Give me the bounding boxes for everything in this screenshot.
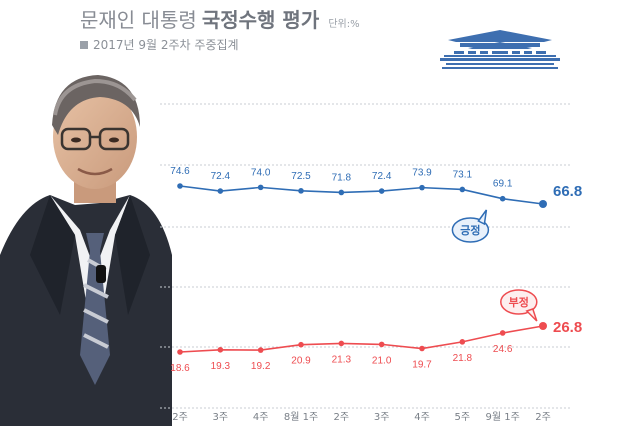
positive-label-8: 69.1 — [493, 179, 513, 190]
positive-point-8 — [499, 195, 506, 202]
title-light: 문재인 대통령 — [80, 8, 197, 32]
negative-label-3: 20.9 — [291, 356, 311, 367]
negative-point-8 — [499, 330, 506, 336]
page-title: 문재인 대통령 국정수행 평가 단위:% — [80, 4, 360, 33]
negative-point-4 — [338, 340, 345, 347]
x-tick-label-1: 3주 — [213, 412, 229, 423]
x-tick-label-7: 5주 — [455, 412, 471, 423]
positive-label-0: 74.6 — [170, 166, 190, 177]
positive-point-5 — [378, 188, 385, 194]
positive-label-4: 71.8 — [332, 172, 352, 183]
negative-point-5 — [378, 341, 385, 348]
positive-label-2: 74.0 — [251, 167, 271, 178]
x-tick-label-4: 2주 — [334, 412, 350, 423]
positive-line — [179, 185, 544, 205]
blue-house-icon — [440, 30, 560, 69]
negative-label-9: 26.8 — [553, 319, 582, 336]
unit-label: 단위:% — [328, 19, 360, 30]
x-tick-label-2: 4주 — [253, 412, 269, 423]
title-area: 문재인 대통령 국정수행 평가 단위:% — [80, 4, 360, 33]
positive-label-7: 73.1 — [453, 169, 473, 180]
negative-point-7 — [459, 339, 466, 345]
positive-label-1: 72.4 — [211, 171, 231, 182]
negative-point-1 — [217, 346, 224, 353]
positive-callout-label: 긍정 — [460, 223, 480, 237]
x-tick-label-5: 3주 — [374, 412, 390, 423]
x-tick-label-6: 4주 — [414, 412, 430, 423]
portrait-illustration — [0, 75, 172, 426]
negative-point-9 — [539, 322, 547, 330]
series-negative: 18.6 19.3 19.2 20.9 21.3 21.0 19.7 21.8 24.6 26.8 — [170, 319, 582, 374]
positive-point-3 — [298, 188, 304, 194]
x-tick-label-8: 9월 1주 — [486, 411, 520, 423]
x-tick-label-0: 2주 — [172, 412, 188, 423]
positive-callout: 긍정 — [451, 209, 490, 243]
negative-point-0 — [177, 349, 183, 355]
negative-label-4: 21.3 — [332, 354, 352, 365]
negative-callout: 부정 — [500, 289, 538, 322]
subtitle-square-icon — [80, 41, 88, 49]
negative-label-5: 21.0 — [372, 355, 392, 366]
positive-label-3: 72.5 — [291, 171, 311, 182]
positive-label-9: 66.8 — [553, 183, 582, 200]
negative-line — [179, 325, 544, 353]
positive-point-0 — [177, 183, 183, 189]
series-positive: 74.6 72.4 74.0 72.5 71.8 72.4 73.9 73.1 69.1 66.8 — [170, 166, 582, 208]
x-tick-label-9: 2주 — [535, 412, 551, 423]
negative-point-3 — [298, 341, 304, 348]
positive-point-1 — [217, 188, 224, 194]
positive-label-5: 72.4 — [372, 171, 392, 182]
positive-point-6 — [419, 184, 425, 191]
positive-point-9 — [539, 200, 547, 208]
positive-point-2 — [257, 184, 264, 191]
positive-label-6: 73.9 — [412, 168, 432, 179]
negative-point-2 — [257, 347, 264, 353]
negative-callout-label: 부정 — [509, 295, 529, 309]
negative-label-2: 19.2 — [251, 361, 271, 372]
negative-label-7: 21.8 — [453, 353, 473, 364]
subtitle: 2017년 9월 2주차 주중집계 — [80, 36, 239, 53]
x-tick-label-3: 8월 1주 — [284, 411, 318, 423]
negative-label-6: 19.7 — [412, 360, 432, 371]
positive-point-7 — [459, 186, 466, 193]
positive-point-4 — [338, 189, 345, 196]
grid — [160, 103, 572, 409]
negative-label-1: 19.3 — [211, 361, 231, 372]
subtitle-text: 2017년 9월 2주차 주중집계 — [93, 38, 239, 52]
negative-label-8: 24.6 — [493, 344, 513, 355]
negative-point-6 — [419, 345, 425, 352]
title-bold: 국정수행 평가 — [201, 8, 320, 32]
x-axis: 2주 3주 4주 8월 1주 2주 3주 4주 5주 9월 1주 2주 — [172, 411, 551, 423]
negative-label-0: 18.6 — [170, 363, 190, 374]
